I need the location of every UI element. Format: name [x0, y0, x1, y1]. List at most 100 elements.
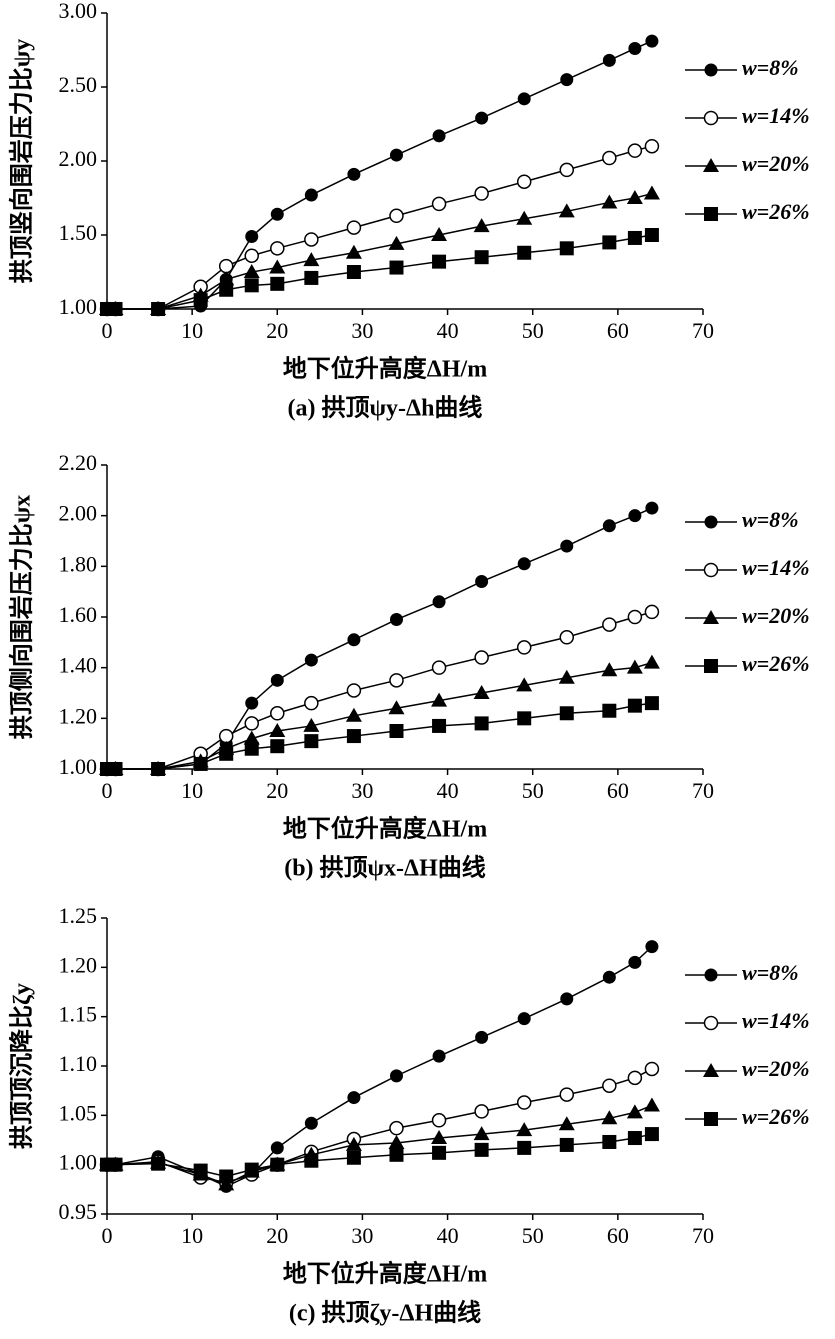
marker [244, 741, 259, 756]
y-tick-label: 1.00 [59, 754, 98, 779]
legend-label: w=8% [742, 960, 799, 985]
marker [270, 706, 285, 721]
chart-title: (c) 拱顶ζy-ΔH曲线 [289, 1300, 481, 1327]
marker [473, 685, 490, 699]
marker [645, 34, 659, 48]
y-tick-label: 2.50 [59, 72, 98, 97]
marker [244, 1162, 259, 1177]
marker [516, 1095, 532, 1110]
marker [389, 724, 404, 738]
marker [151, 1156, 166, 1171]
x-tick-label: 10 [181, 778, 203, 803]
marker [431, 196, 447, 212]
marker [602, 235, 617, 250]
marker [270, 241, 285, 256]
y-tick-label: 1.60 [59, 602, 98, 627]
marker [560, 73, 574, 87]
marker [432, 254, 447, 269]
x-tick-label: 20 [266, 778, 288, 803]
marker [602, 519, 616, 533]
marker [516, 210, 533, 225]
marker [389, 260, 404, 275]
legend-marker [703, 1015, 719, 1031]
marker [389, 208, 404, 224]
y-axis-label: 拱顶侧向围岩压力比ψx [8, 495, 36, 740]
x-tick-label: 0 [102, 778, 113, 803]
y-tick-label: 1.10 [59, 1051, 98, 1076]
x-tick-label: 30 [351, 1223, 373, 1248]
x-tick-label: 70 [692, 318, 714, 343]
marker [602, 617, 617, 632]
marker [473, 218, 490, 233]
marker [474, 1142, 489, 1157]
marker [347, 1091, 361, 1105]
marker [475, 575, 489, 589]
marker [108, 762, 123, 776]
marker [304, 734, 319, 749]
marker [218, 258, 234, 274]
marker [627, 143, 643, 158]
marker [347, 167, 361, 181]
marker [389, 1069, 403, 1083]
marker [347, 633, 361, 647]
marker [517, 92, 531, 106]
x-tick-label: 10 [181, 1223, 203, 1248]
marker [218, 728, 234, 744]
marker [601, 662, 618, 677]
marker [304, 653, 318, 667]
y-tick-label: 3.00 [59, 0, 98, 23]
x-tick-label: 60 [607, 318, 629, 343]
y-tick-label: 0.95 [59, 1199, 98, 1224]
marker [345, 707, 362, 722]
marker [602, 703, 617, 718]
marker [219, 282, 234, 297]
marker [270, 207, 284, 221]
legend-marker [704, 1112, 718, 1126]
marker [346, 729, 361, 744]
marker [388, 700, 405, 715]
marker [475, 111, 489, 125]
marker [558, 203, 575, 218]
marker [431, 692, 448, 707]
x-axis-label: 地下位升高度ΔH/m [283, 355, 487, 383]
x-tick-label: 60 [607, 1223, 629, 1248]
y-axis-label: 拱顶顶沉降比ζy [8, 983, 36, 1149]
legend-label: w=14% [742, 103, 810, 128]
marker [432, 129, 446, 143]
marker [516, 174, 532, 189]
marker [151, 762, 166, 776]
legend-label: w=8% [742, 507, 799, 532]
marker [558, 1116, 575, 1131]
marker [218, 271, 235, 286]
marker [243, 730, 260, 745]
marker [627, 1070, 643, 1086]
legend-label: w=14% [742, 555, 810, 580]
marker [432, 1049, 446, 1063]
x-tick-label: 40 [437, 318, 459, 343]
marker [244, 278, 259, 293]
marker [643, 1097, 660, 1112]
x-axis-label: 地下位升高度ΔH/m [283, 1260, 487, 1288]
x-tick-label: 30 [351, 318, 373, 343]
marker [346, 220, 362, 235]
marker [627, 698, 642, 713]
marker [559, 706, 574, 721]
marker [244, 716, 259, 731]
marker [602, 970, 616, 984]
marker [517, 557, 531, 571]
marker [219, 1169, 234, 1184]
x-tick-label: 30 [351, 778, 373, 803]
marker [151, 302, 166, 316]
x-tick-label: 60 [607, 778, 629, 803]
legend-marker [703, 158, 719, 172]
marker [517, 711, 532, 726]
marker [474, 650, 489, 665]
marker [644, 138, 660, 154]
marker [431, 1113, 447, 1128]
x-tick-label: 70 [692, 778, 714, 803]
marker [602, 1078, 617, 1093]
marker [245, 696, 259, 710]
marker [269, 259, 286, 274]
marker [645, 940, 659, 954]
legend-label: w=20% [742, 1056, 810, 1081]
